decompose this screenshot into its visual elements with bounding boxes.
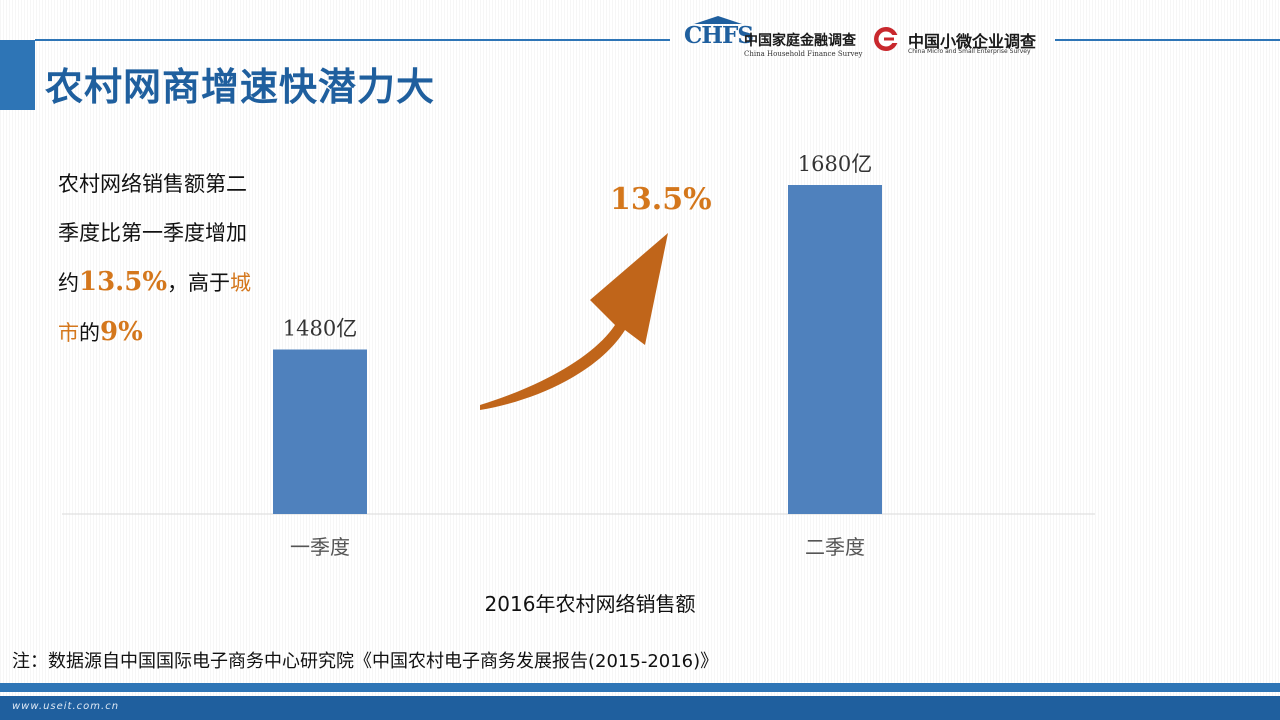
chfs-logo-en: China Household Finance Survey [744,50,863,58]
category-label-1: 一季度 [290,535,350,559]
footer-band-dark [0,696,1280,720]
description-text-part: ，高于 [167,271,231,295]
growth-annotation: 13.5% [610,182,712,217]
description-text: 农村网络销售额第二 季度比第一季度增加 约13.5%，高于城 市的9% [58,160,298,358]
growth-arrow-icon [480,233,668,410]
chfs-logo: CHFS 中国家庭金融调查 China Household Finance Su… [684,16,864,62]
micro-enterprise-logo-en: China Micro and Small Enterprise Survey [908,48,1031,55]
bar-1 [273,349,367,514]
urban-growth-rate: 9% [100,317,143,347]
description-line-4: 市的9% [58,308,298,358]
description-line-2: 季度比第一季度增加 [58,221,247,245]
chfs-logo-cn: 中国家庭金融调查 [744,33,856,49]
rural-growth-rate: 13.5% [79,267,168,297]
bar-2 [788,185,882,514]
data-label-2: 1680亿 [798,152,872,176]
source-note: 注：数据源自中国国际电子商务中心研究院《中国农村电子商务发展报告(2015-20… [12,651,719,672]
category-label-2: 二季度 [805,535,865,559]
data-label-1: 1480亿 [283,317,357,341]
footer-url: www.useit.com.cn [12,701,120,712]
description-highlight-city: 市 [58,321,79,345]
description-text-part: 的 [79,321,100,345]
header-rule-left [35,39,670,41]
chart-title: 2016年农村网络销售额 [484,592,696,616]
micro-enterprise-logo-cn: 中国小微企业调查 [908,32,1037,51]
chfs-roof-icon [694,16,742,24]
chfs-logo-mark: CHFS [684,22,754,49]
page-title: 农村网商增速快潜力大 [45,65,436,109]
description-line-1: 农村网络销售额第二 [58,172,247,196]
micro-enterprise-logo-icon [874,27,899,51]
description-text-part: 约 [58,271,79,295]
footer-band [0,683,1280,692]
description-highlight-city: 城 [230,271,252,295]
title-accent-bar [0,40,35,110]
micro-enterprise-logo: 中国小微企业调查 China Micro and Small Enterpris… [873,24,1053,60]
header-rule-right [1055,39,1280,41]
description-line-3: 约13.5%，高于城 [58,258,298,308]
